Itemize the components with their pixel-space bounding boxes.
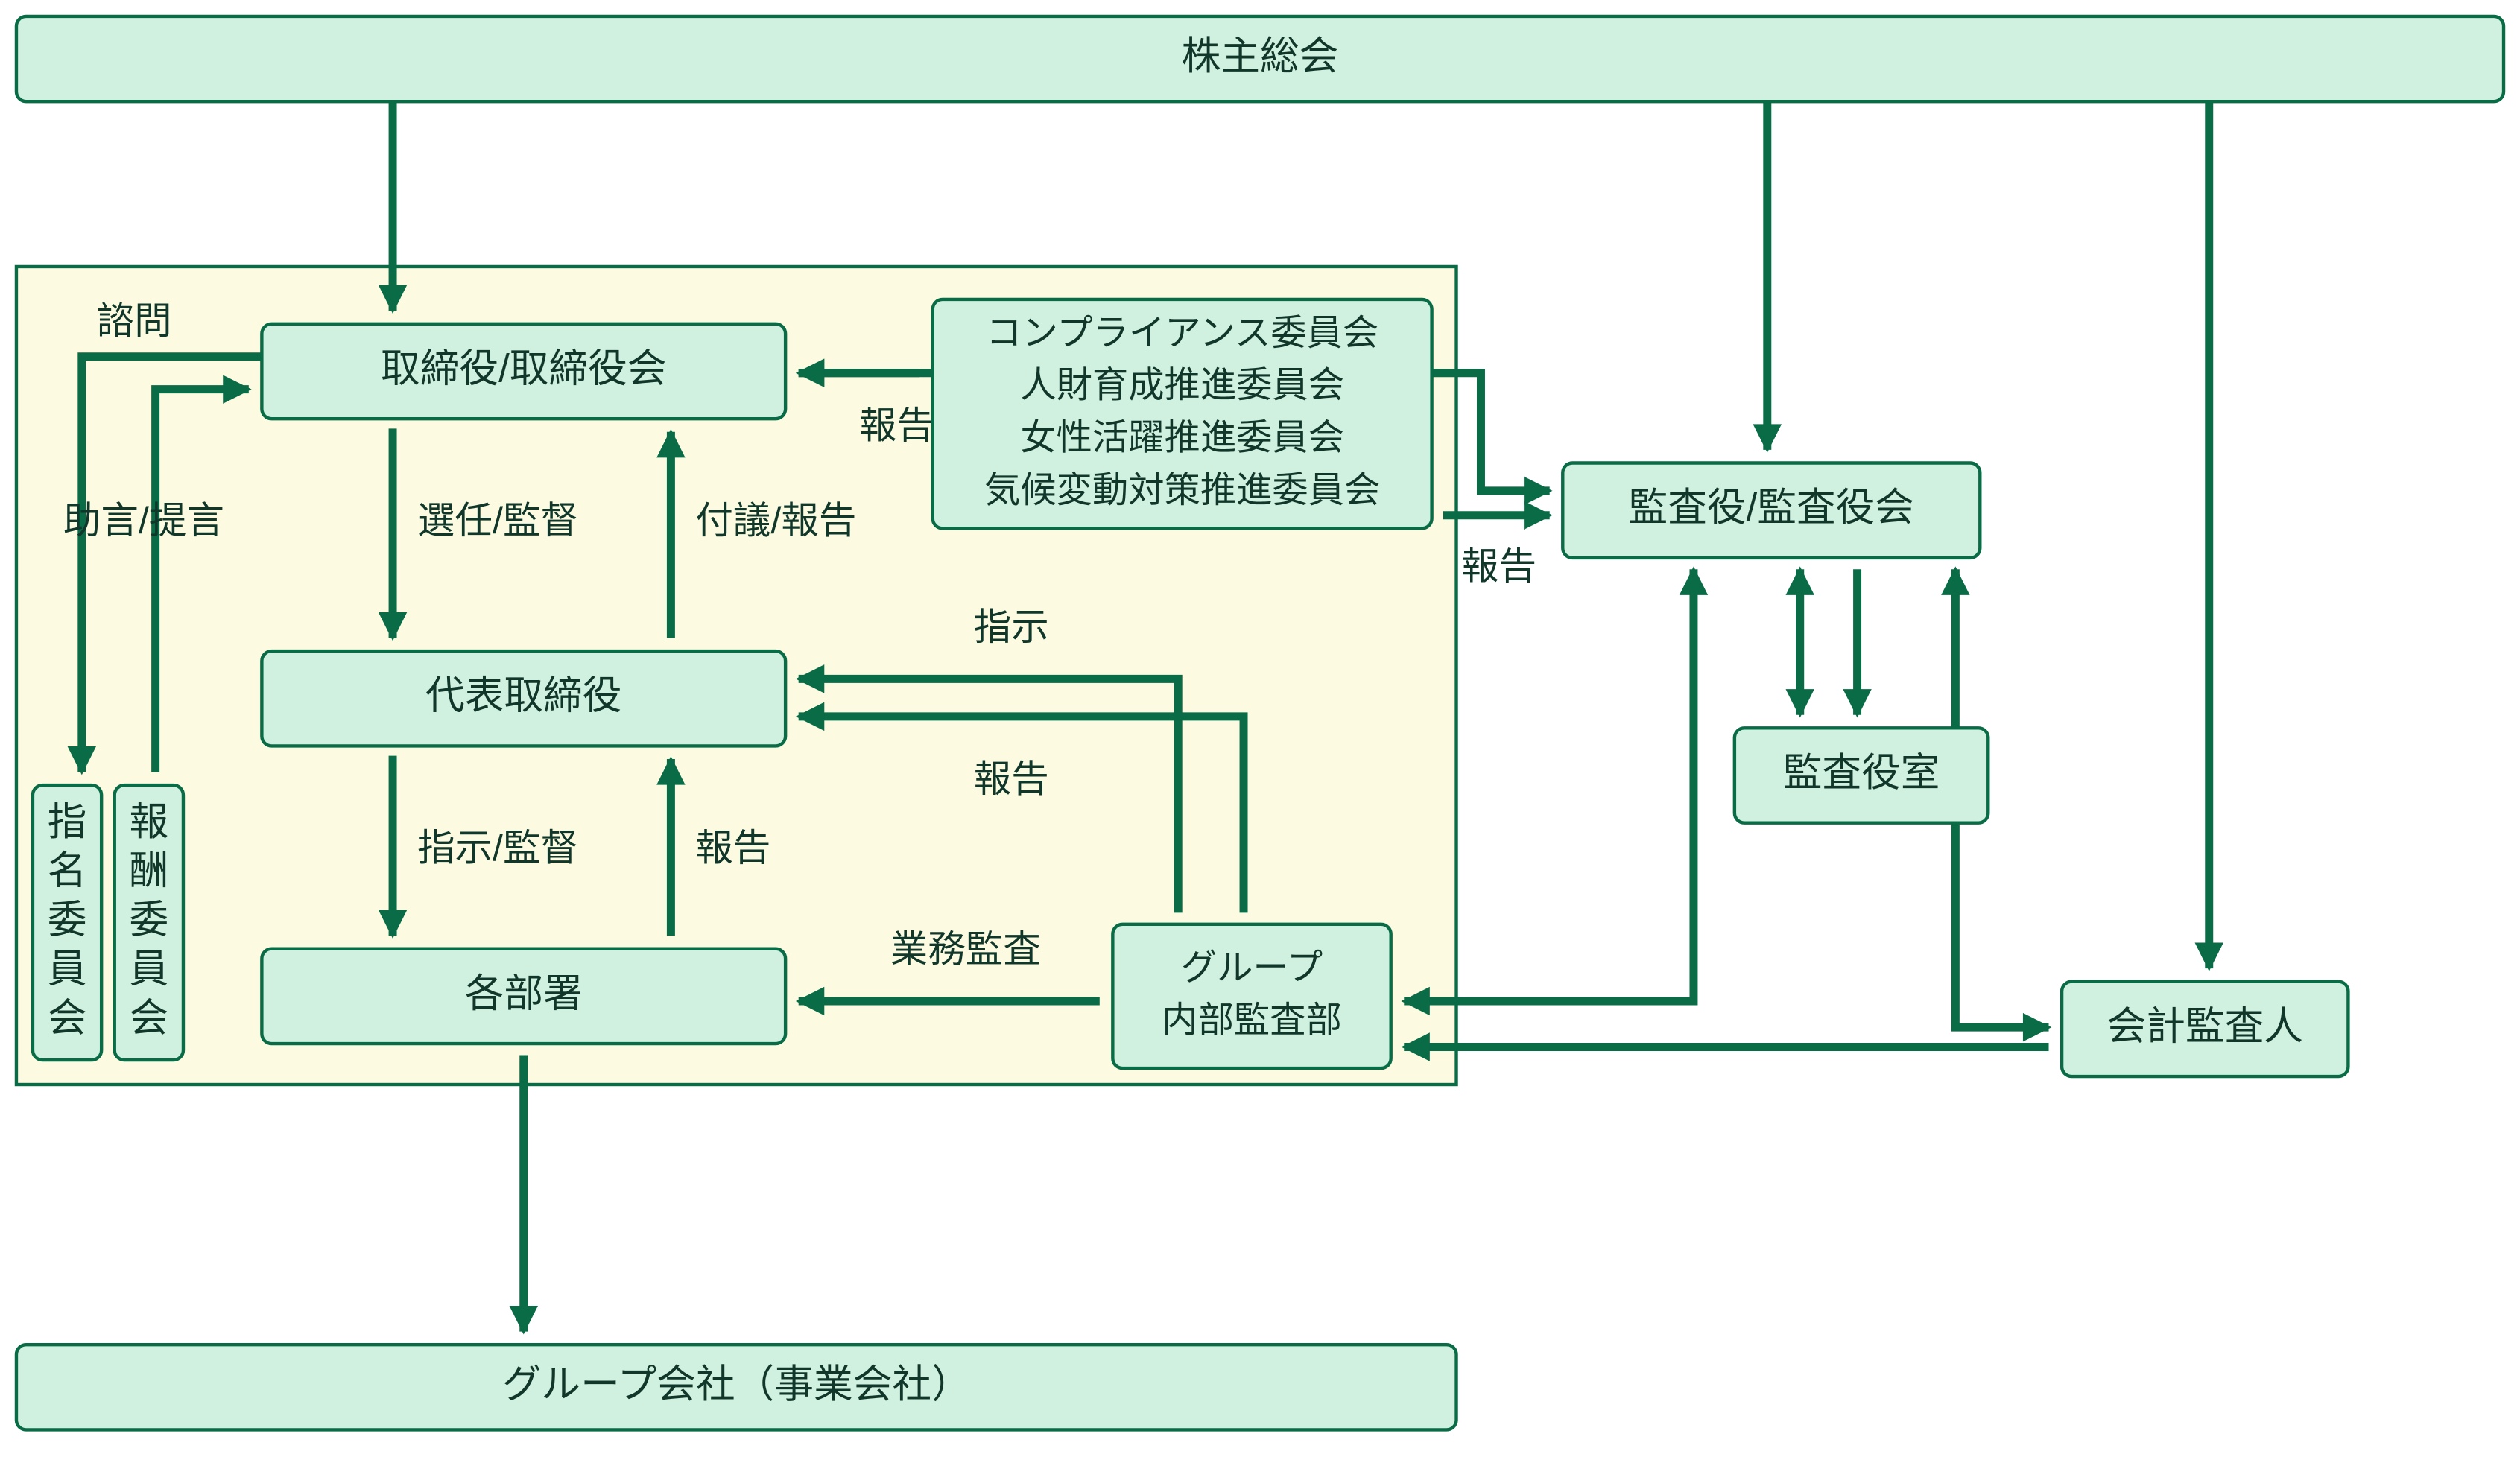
node-label-committees-l3: 気候変動対策推進委員会 (984, 470, 1380, 510)
node-label-group_co: グループ会社（事業会社） (502, 1362, 971, 1406)
node-label-remuneration-ch4: 会 (130, 996, 169, 1040)
edge-label-ceo-to-board: 付議/報告 (695, 499, 856, 542)
node-label-committees-l1: 人財育成推進委員会 (1020, 365, 1344, 405)
node-label-board: 取締役/取締役会 (381, 346, 666, 390)
node-label-remuneration-ch1: 酬 (130, 849, 169, 893)
node-label-shareholders: 株主総会 (1182, 34, 1339, 78)
edge-label-board-to-ceo: 選任/監督 (417, 499, 578, 542)
node-label-committees-l2: 女性活躍推進委員会 (1020, 418, 1344, 458)
node-label-auditor_office: 監査役室 (1783, 751, 1940, 795)
node-committees: コンプライアンス委員会人財育成推進委員会女性活躍推進委員会気候変動対策推進委員会 (933, 299, 1432, 528)
node-label-group_audit-l1: 内部監査部 (1162, 1000, 1342, 1040)
node-label-group_audit-l0: グループ (1181, 948, 1323, 988)
node-accounting: 会計監査人 (2062, 982, 2348, 1076)
edge-label-ga-to-ceo1: 指示 (974, 606, 1049, 648)
node-label-remuneration-ch2: 委 (130, 898, 169, 942)
node-label-accounting: 会計監査人 (2107, 1004, 2303, 1048)
node-group_co: グループ会社（事業会社） (16, 1345, 1457, 1429)
node-nomination: 指名委員会 (33, 785, 101, 1060)
node-auditors: 監査役/監査役会 (1563, 463, 1980, 557)
node-label-nomination-ch2: 委 (48, 898, 87, 942)
node-shareholders: 株主総会 (16, 16, 2504, 101)
node-ceo: 代表取締役 (262, 651, 785, 746)
node-label-nomination-ch0: 指 (48, 800, 87, 844)
node-label-departments: 各部署 (465, 971, 583, 1015)
node-departments: 各部署 (262, 949, 785, 1044)
edge-label-dept-to-ceo: 報告 (695, 826, 770, 869)
node-label-remuneration-ch0: 報 (130, 800, 169, 844)
node-label-nomination-ch3: 員 (48, 947, 87, 991)
node-group_audit: グループ内部監査部 (1112, 924, 1390, 1068)
edge-label-comm-to-board: 報告 (859, 404, 934, 447)
edge-label-ga-to-ceo2: 報告 (974, 758, 1049, 800)
node-label-nomination-ch1: 名 (48, 849, 87, 893)
node-label-remuneration-ch3: 員 (130, 947, 169, 991)
governance-diagram: 諮問助言/提言選任/監督付議/報告指示/監督報告報告報告業務監査指示報告株主総会… (0, 0, 2520, 1456)
node-board: 取締役/取締役会 (262, 324, 785, 419)
edge-label-ceo-to-dept: 指示/監督 (417, 826, 578, 869)
edge-label-comm-to-auditors: 報告 (1461, 545, 1536, 588)
edge-label-ga-to-dept: 業務監査 (890, 927, 1041, 970)
node-auditor_office: 監査役室 (1735, 728, 1988, 822)
node-label-committees-l0: コンプライアンス委員会 (986, 313, 1378, 353)
edge-label-board-advice-in: 助言/提言 (63, 499, 224, 542)
node-remuneration: 報酬委員会 (115, 785, 183, 1060)
node-label-ceo: 代表取締役 (425, 674, 621, 718)
edge-label-board-advice-out: 諮問 (97, 299, 172, 342)
node-label-nomination-ch4: 会 (48, 996, 87, 1040)
node-label-auditors: 監査役/監査役会 (1629, 486, 1914, 530)
